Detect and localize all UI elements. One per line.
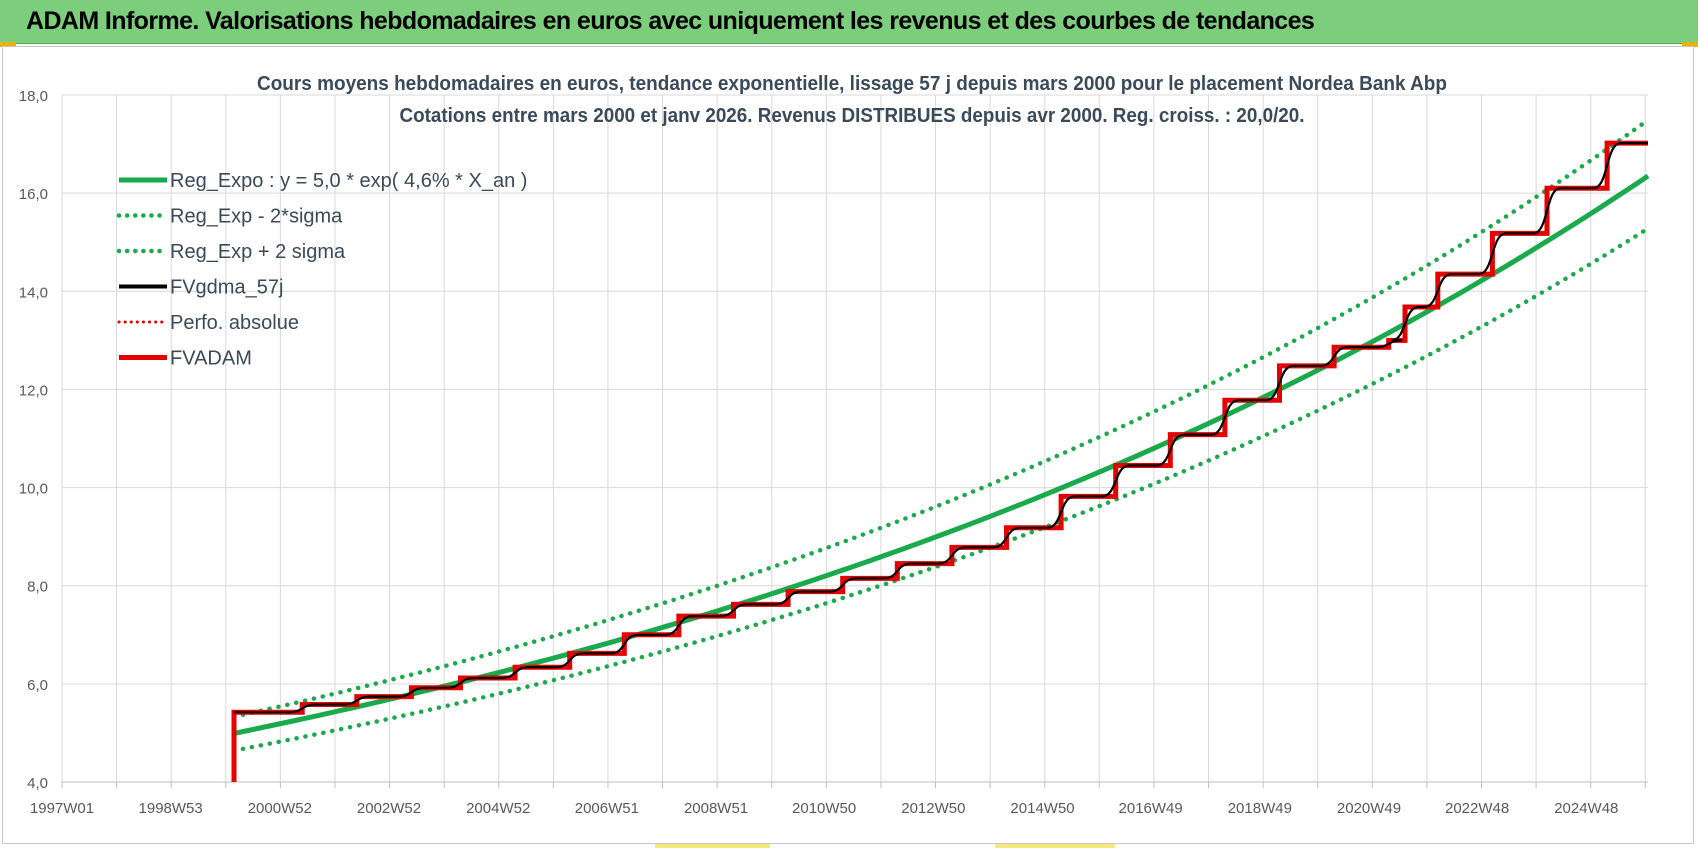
x-tick-label: 2016W49 bbox=[1119, 800, 1183, 817]
report-title: ADAM Informe. Valorisations hebdomadaire… bbox=[26, 7, 1315, 35]
x-tick-label: 2018W49 bbox=[1228, 800, 1292, 817]
x-tick-label: 2000W52 bbox=[248, 800, 312, 817]
legend-entry-perfo: Perfo. absolue bbox=[170, 312, 299, 334]
legend-entry-fvadam: FVADAM bbox=[170, 348, 252, 370]
y-axis: 4,0 6,0 8,0 10,0 12,0 14,0 16,0 18,0 bbox=[19, 88, 48, 792]
corner-marker bbox=[0, 42, 16, 47]
y-tick-label: 16,0 bbox=[19, 186, 48, 203]
y-tick-label: 12,0 bbox=[19, 382, 48, 399]
y-tick-label: 4,0 bbox=[27, 775, 48, 792]
fvgdma-line bbox=[234, 142, 1648, 714]
legend-entry-minus-2sigma: Reg_Exp - 2*sigma bbox=[170, 206, 343, 228]
y-tick-label: 6,0 bbox=[27, 677, 48, 694]
y-tick-label: 14,0 bbox=[19, 284, 48, 301]
legend-entry-fvgdma: FVgdma_57j bbox=[170, 277, 283, 299]
chart-title: Cours moyens hebdomadaires en euros, ten… bbox=[257, 73, 1447, 95]
chart-area bbox=[2, 46, 1694, 844]
trend-band-line bbox=[231, 117, 1651, 719]
grid bbox=[61, 94, 1648, 783]
chart-subtitle: Cotations entre mars 2000 et janv 2026. … bbox=[400, 105, 1305, 127]
legend-entry-plus-2sigma: Reg_Exp + 2 sigma bbox=[170, 241, 346, 263]
trend-band-line bbox=[231, 226, 1651, 753]
x-axis: 1997W01 1998W53 2000W52 2002W52 2004W52 2006W… bbox=[30, 781, 1648, 817]
x-tick-label: 1998W53 bbox=[139, 800, 203, 817]
x-tick-label: 2012W50 bbox=[901, 800, 965, 817]
legend: Reg_Expo : y = 5,0 * exp( 4,6% * X_an ) R… bbox=[116, 170, 527, 370]
report-header: ADAM Informe. Valorisations hebdomadaire… bbox=[0, 0, 1698, 44]
x-tick-label: 2008W51 bbox=[684, 800, 748, 817]
x-tick-label: 1997W01 bbox=[30, 800, 94, 817]
y-tick-label: 10,0 bbox=[19, 481, 48, 498]
x-tick-label: 2020W49 bbox=[1337, 800, 1401, 817]
sheet-tab-marker bbox=[655, 844, 770, 848]
y-tick-label: 18,0 bbox=[19, 88, 48, 105]
y-tick-label: 8,0 bbox=[27, 579, 48, 596]
x-tick-label: 2006W51 bbox=[575, 800, 639, 817]
x-tick-label: 2002W52 bbox=[357, 800, 421, 817]
fvadam-line bbox=[231, 140, 1648, 782]
legend-entry-trend: Reg_Expo : y = 5,0 * exp( 4,6% * X_an ) bbox=[170, 170, 527, 192]
corner-marker bbox=[1682, 42, 1698, 47]
x-tick-label: 2022W48 bbox=[1445, 800, 1509, 817]
x-tick-label: 2004W52 bbox=[466, 800, 530, 817]
sheet-tab-marker bbox=[995, 844, 1115, 848]
x-tick-label: 2010W50 bbox=[792, 800, 856, 817]
series-layer bbox=[231, 117, 1651, 782]
x-tick-label: 2014W50 bbox=[1010, 800, 1074, 817]
x-tick-label: 2024W48 bbox=[1554, 800, 1618, 817]
